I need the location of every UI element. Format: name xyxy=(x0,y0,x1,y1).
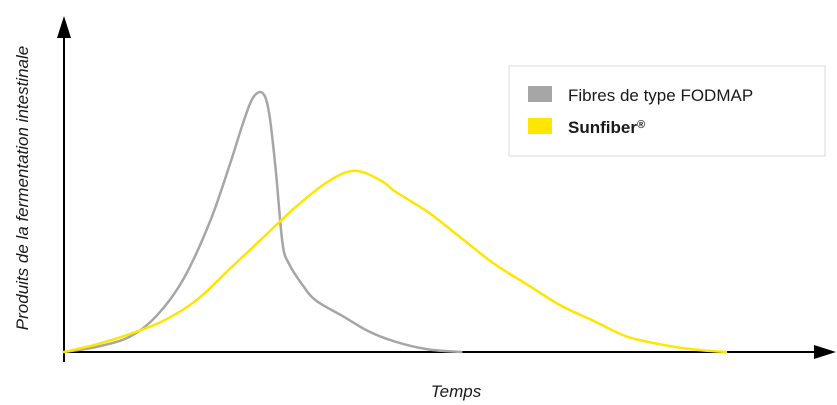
legend-box xyxy=(508,65,826,157)
x-axis-label: Temps xyxy=(431,382,482,401)
legend-label-sunfiber-mark: ® xyxy=(637,119,645,131)
legend-swatch-fodmap xyxy=(528,86,552,102)
series-line-fodmap xyxy=(62,90,463,354)
legend-swatch-sunfiber xyxy=(528,118,552,134)
legend-label-sunfiber-name: Sunfiber xyxy=(568,118,637,137)
y-axis-arrow xyxy=(57,16,71,38)
x-axis-arrow xyxy=(814,345,836,359)
legend-label-sunfiber: Sunfiber® xyxy=(568,118,645,137)
series-line-sunfiber xyxy=(62,169,728,354)
legend-label-fodmap: Fibres de type FODMAP xyxy=(568,86,753,105)
legend: Fibres de type FODMAP Sunfiber® xyxy=(508,65,826,157)
y-axis-label: Produits de la fermentation intestinale xyxy=(13,46,32,330)
